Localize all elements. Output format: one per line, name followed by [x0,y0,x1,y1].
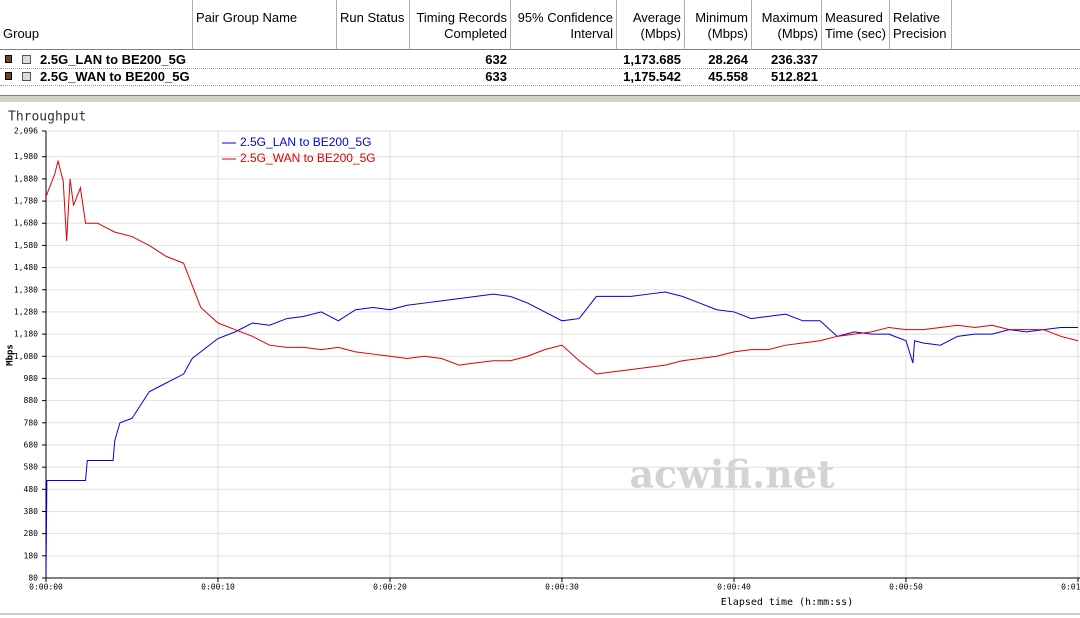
x-tick-label: 0:00:50 [889,583,923,592]
y-axis-label: Mbps [6,344,16,366]
chart: Throughput Mbps Elapsed time (h:mm:ss) a… [0,102,1080,618]
table-cell: 2.5G_LAN to BE200_5G [40,52,186,67]
table-cell: 28.264 [708,52,748,67]
y-tick-label: 580 [24,463,39,472]
table-cell: 1,175.542 [623,69,681,84]
table-cell: 632 [485,52,507,67]
column-header: Pair Group Name [193,0,337,50]
y-tick-label: 1,080 [14,352,38,361]
row-line [0,84,1080,86]
column-header: Run Status [337,0,410,50]
column-header: Relative Precision [890,0,952,50]
column-header: Maximum (Mbps) [752,0,822,50]
legend-label: 2.5G_LAN to BE200_5G [240,135,371,149]
y-tick-label: 480 [24,485,39,494]
row-line [0,67,1080,69]
y-tick-label: 980 [24,374,39,383]
column-header: Average (Mbps) [617,0,685,50]
chart-title: Throughput [8,110,86,125]
chart-background [0,102,1080,618]
x-tick-label: 0:00:20 [373,583,407,592]
pair-icon [5,55,12,63]
table-cell: 1,173.685 [623,52,681,67]
column-header: Measured Time (sec) [822,0,890,50]
table-cell: 2.5G_WAN to BE200_5G [40,69,190,84]
legend-label: 2.5G_WAN to BE200_5G [240,151,376,165]
table-cell: 512.821 [771,69,818,84]
x-tick-label: 0:00:30 [545,583,579,592]
y-tick-label: 1,580 [14,241,38,250]
column-header: 95% Confidence Interval [511,0,617,50]
y-tick-label: 180 [24,551,39,560]
table-cell: 45.558 [708,69,748,84]
results-table: Group Pair Group Name Run Status Timing Rec… [0,0,1080,95]
table-cell: 633 [485,69,507,84]
column-header: Minimum (Mbps) [685,0,752,50]
x-tick-label: 0:00:10 [201,583,235,592]
y-tick-label: 280 [24,529,39,538]
expand-icon [22,55,31,64]
y-tick-label: 1,880 [14,174,38,183]
x-tick-label: 0:01:00 [1061,583,1080,592]
y-tick-label: 680 [24,440,39,449]
x-tick-label: 0:00:40 [717,583,751,592]
y-tick-label: 80 [28,574,38,583]
x-axis-label: Elapsed time (h:mm:ss) [721,597,853,608]
header-filler [952,0,1080,50]
y-tick-label: 1,980 [14,152,38,161]
y-tick-label: 2,096 [14,127,38,136]
y-tick-label: 1,380 [14,285,38,294]
table-cell: 236.337 [771,52,818,67]
y-tick-label: 880 [24,396,39,405]
y-tick-label: 780 [24,418,39,427]
column-header: Group [0,0,193,50]
expand-icon [22,72,31,81]
pair-icon [5,72,12,80]
x-tick-label: 0:00:00 [29,583,63,592]
series-line [46,159,1079,375]
y-tick-label: 380 [24,507,39,516]
y-tick-label: 1,680 [14,219,38,228]
y-tick-label: 1,280 [14,307,38,316]
y-tick-label: 1,180 [14,330,38,339]
y-tick-label: 1,780 [14,197,38,206]
series-line [46,291,1078,578]
y-tick-label: 1,480 [14,263,38,272]
column-header: Timing Records Completed [410,0,511,50]
